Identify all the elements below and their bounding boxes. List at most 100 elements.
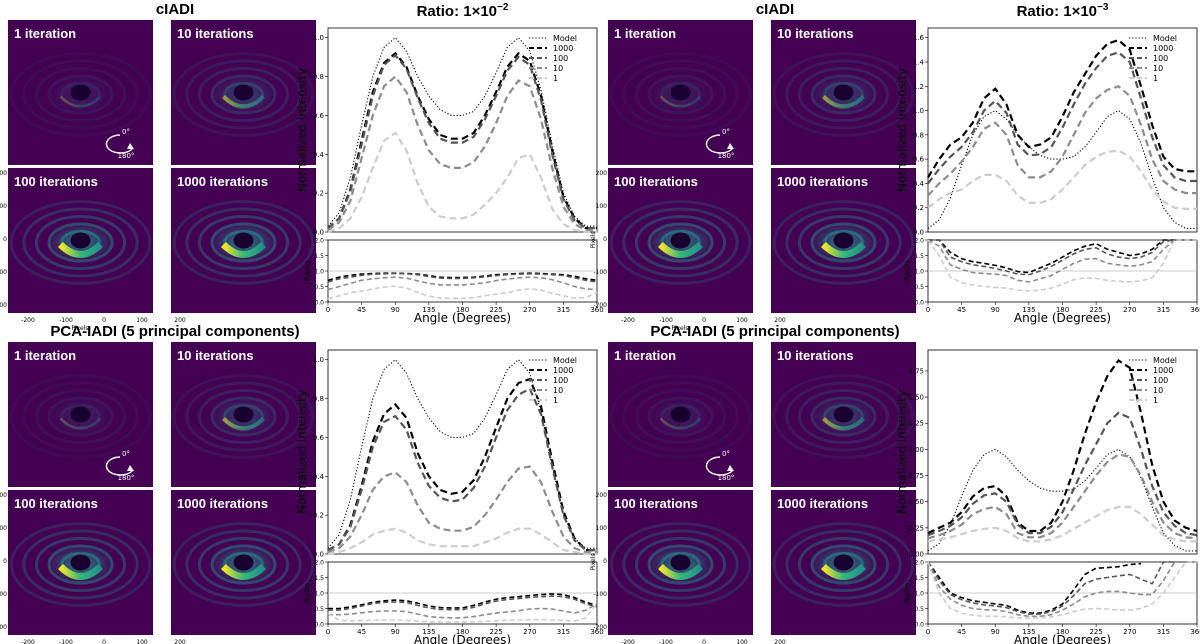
image-panel: 100 iterations	[608, 490, 753, 635]
series-line-1	[927, 149, 1197, 210]
ratio-line-10	[327, 276, 598, 291]
image-y-label: Pixels	[590, 553, 597, 570]
ratio-y-tick-label: 2.0	[914, 238, 924, 245]
series-line-10	[327, 74, 597, 232]
image-y-tick: -200	[593, 302, 607, 309]
legend-label: 10	[553, 386, 563, 395]
y-tick-label: 0.4	[913, 180, 925, 188]
ratio-y-tick-label: 2.0	[914, 560, 924, 567]
image-panel: 1 iteration 0° 180°	[8, 20, 153, 165]
disk-ring	[34, 214, 127, 271]
disk-ring	[622, 381, 739, 452]
disk-center	[670, 554, 691, 571]
panel-label: 100 iterations	[14, 496, 98, 511]
chart-block-1: cIADI 1 iteration 0° 180° 10 iterations 100 i…	[0, 1, 604, 332]
y-tick-label: 0.0	[313, 229, 324, 237]
ratio-y-tick-label: 1.5	[314, 253, 324, 260]
disk-center	[70, 406, 91, 423]
rotation-top-label: 0°	[122, 128, 130, 136]
image-x-tick: -100	[659, 317, 673, 324]
rotation-bottom-label: 180°	[718, 152, 735, 160]
disk-center	[233, 84, 254, 101]
x-tick-label: 270	[1123, 306, 1136, 314]
legend-label: Model	[1153, 356, 1177, 365]
legend-label: 1	[553, 396, 558, 405]
image-x-label: Pixels	[671, 325, 688, 332]
ratio-y-tick-label: 1.0	[314, 269, 324, 276]
disk-ring	[785, 207, 902, 278]
disk-ring	[772, 522, 915, 607]
ratio-y-tick-label: 2.0	[314, 238, 324, 245]
disk-ring	[185, 529, 302, 600]
disk-ring	[9, 374, 152, 459]
image-panel: 10 iterations	[171, 342, 316, 487]
x-tick-label: 270	[523, 628, 536, 636]
image-panel: 1 iteration 0° 180°	[608, 20, 753, 165]
chart-frame	[327, 349, 598, 555]
disk-ring	[609, 522, 752, 607]
image-y-tick: -100	[593, 591, 607, 598]
y-tick-label: 0.4	[313, 473, 325, 481]
disk-ring	[34, 388, 127, 445]
series-line-1	[327, 527, 597, 556]
image-y-tick: 200	[596, 170, 608, 177]
image-y-tick: 0	[3, 558, 7, 565]
rotation-arrow-icon	[705, 456, 734, 476]
y-tick-label: 0.6	[313, 434, 325, 442]
legend-label: 1000	[553, 44, 573, 53]
x-tick-label: 90	[991, 628, 1000, 636]
y-tick-label: 1.75	[908, 367, 924, 375]
line-chart: 0.0 0.2 0.4 0.6 0.8 1.0 Normalized intensity Mo…	[295, 349, 598, 559]
ratio-line-10	[927, 561, 1197, 618]
x-tick-label: 90	[391, 628, 400, 636]
x-tick-label: 135	[1022, 628, 1035, 636]
ratio-y-label: Ratio	[903, 261, 912, 282]
disk-arc	[658, 563, 703, 580]
block-title: cIADI	[156, 1, 194, 18]
disk-center	[670, 84, 691, 101]
image-panel: 100 iterations	[8, 168, 153, 313]
y-tick-label: 0.8	[313, 73, 324, 81]
image-panel: 10 iterations	[771, 20, 916, 165]
arrowhead-icon	[727, 465, 734, 471]
disk-center	[833, 232, 854, 249]
ratio-y-tick-label: 0.0	[914, 622, 924, 629]
x-tick-label: 180	[1056, 628, 1069, 636]
series-line-Model	[327, 36, 597, 227]
image-x-tick: -100	[59, 317, 73, 324]
y-tick-label: 1.0	[313, 34, 324, 42]
disk-center	[670, 406, 691, 423]
series-line-1000	[327, 51, 597, 230]
legend-label: 100	[1153, 376, 1168, 385]
image-axes: -200200-10010000100-100200-200PixelsPixe…	[0, 492, 186, 644]
ratio-line-1	[327, 285, 598, 300]
ratio-line-100	[328, 595, 598, 611]
x-tick-label: 225	[489, 628, 502, 636]
y-tick-label: 0.75	[908, 472, 924, 480]
image-y-tick: 200	[596, 492, 608, 499]
y-tick-label: 1.0	[313, 356, 324, 364]
series-line-100	[927, 51, 1197, 185]
image-panel: 10 iterations	[771, 342, 916, 487]
disk-arc	[659, 417, 702, 430]
image-y-tick: 0	[3, 236, 7, 243]
ratio-line-1	[327, 603, 598, 623]
disk-ring	[22, 207, 139, 278]
panel-label: 1000 iterations	[777, 496, 868, 511]
x-tick-label: 225	[1089, 306, 1102, 314]
disk-arc	[821, 563, 866, 580]
disk-ring	[609, 374, 752, 459]
y-axis-label: Normalized intensity	[895, 390, 909, 514]
y-tick-label: 1.2	[913, 83, 924, 91]
line-chart: Ratio: 1×10−3 0.0 0.2 0.4 0.6 0.8 1.0 1.2 1.4 1.6…	[895, 2, 1198, 237]
y-axis-label: Normalized intensity	[895, 68, 909, 192]
disk-ring	[634, 388, 727, 445]
disk-arc	[821, 416, 866, 431]
disk-arc	[58, 241, 103, 258]
ratio-y-tick-label: 1.0	[914, 269, 924, 276]
y-tick-label: 0.6	[913, 156, 925, 164]
image-y-tick: 0	[603, 236, 607, 243]
disk-arc	[58, 563, 103, 580]
panel-label: 100 iterations	[14, 174, 98, 189]
x-tick-label: 0	[926, 628, 930, 636]
